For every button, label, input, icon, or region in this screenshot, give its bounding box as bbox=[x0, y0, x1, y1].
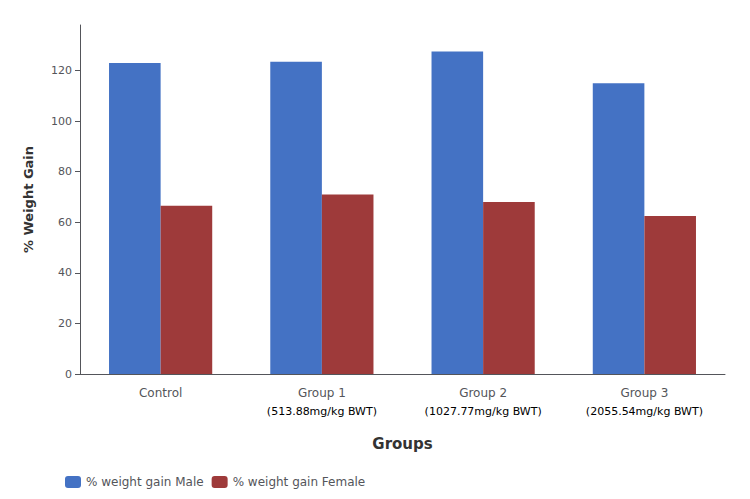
svg-text:Group 1: Group 1 bbox=[298, 386, 346, 400]
svg-text:0: 0 bbox=[65, 368, 72, 381]
svg-text:(1027.77mg/kg BWT): (1027.77mg/kg BWT) bbox=[425, 405, 542, 418]
svg-text:% weight gain Female: % weight gain Female bbox=[233, 475, 366, 489]
svg-text:Control: Control bbox=[139, 386, 182, 400]
svg-text:% weight gain Male: % weight gain Male bbox=[86, 475, 204, 489]
svg-text:60: 60 bbox=[58, 216, 72, 229]
svg-text:(513.88mg/kg BWT): (513.88mg/kg BWT) bbox=[267, 405, 377, 418]
svg-text:120: 120 bbox=[51, 64, 72, 77]
svg-text:100: 100 bbox=[51, 115, 72, 128]
svg-text:20: 20 bbox=[58, 317, 72, 330]
svg-text:80: 80 bbox=[58, 165, 72, 178]
svg-text:Group 3: Group 3 bbox=[620, 386, 668, 400]
svg-text:% Weight Gain: % Weight Gain bbox=[21, 146, 36, 253]
svg-text:(2055.54mg/kg BWT): (2055.54mg/kg BWT) bbox=[586, 405, 703, 418]
svg-text:Groups: Groups bbox=[372, 435, 432, 453]
svg-text:Group 2: Group 2 bbox=[459, 386, 507, 400]
svg-text:40: 40 bbox=[58, 266, 72, 279]
